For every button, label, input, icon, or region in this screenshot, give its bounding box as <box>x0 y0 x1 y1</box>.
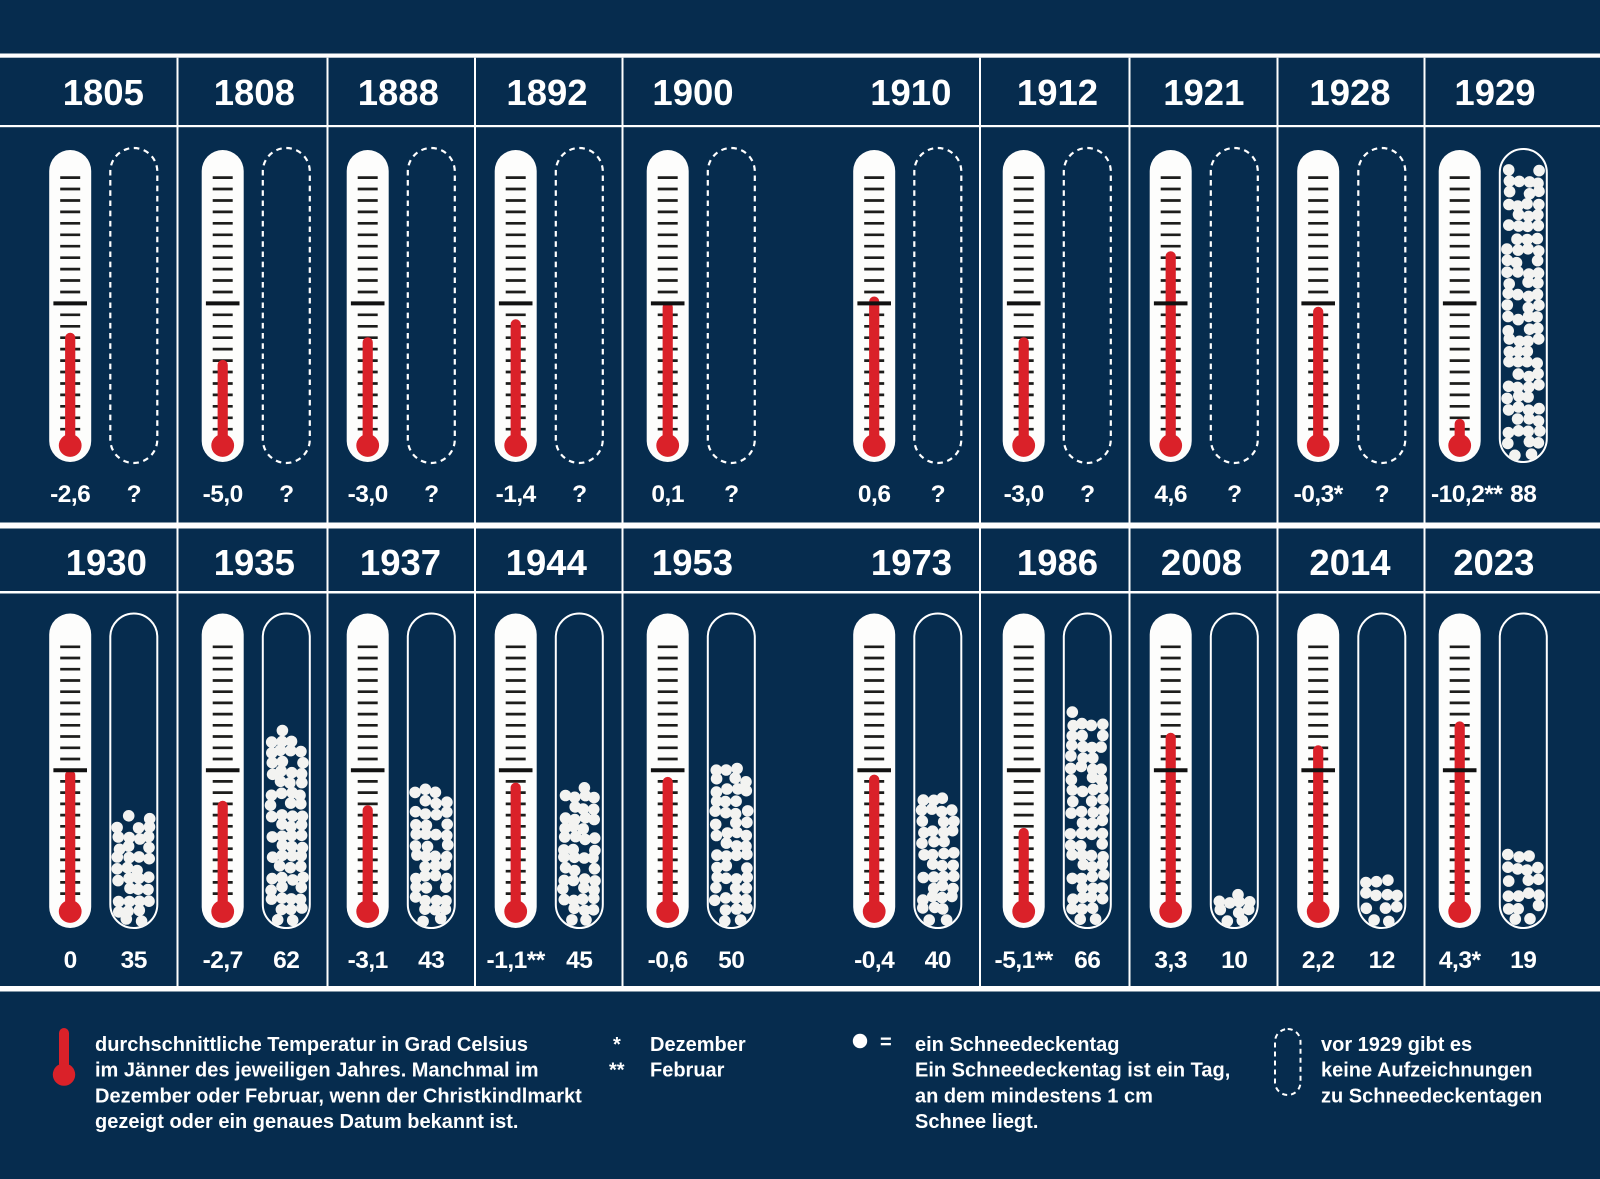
svg-text:66: 66 <box>1074 947 1100 974</box>
svg-text:1808: 1808 <box>214 72 295 113</box>
svg-text:Februar: Februar <box>650 1060 725 1082</box>
svg-text:1892: 1892 <box>506 72 587 113</box>
svg-text:-1,4: -1,4 <box>496 481 537 508</box>
svg-text:1928: 1928 <box>1309 72 1390 113</box>
svg-text:19: 19 <box>1510 947 1536 974</box>
svg-text:0,1: 0,1 <box>651 481 684 508</box>
svg-text:-1,1**: -1,1** <box>487 947 546 974</box>
svg-text:1937: 1937 <box>360 542 441 583</box>
svg-text:?: ? <box>1227 481 1241 508</box>
svg-text:2008: 2008 <box>1161 542 1242 583</box>
svg-text:?: ? <box>279 481 293 508</box>
svg-text:12: 12 <box>1369 947 1395 974</box>
svg-text:4,3*: 4,3* <box>1439 947 1482 974</box>
svg-text:zu Schneedeckentagen: zu Schneedeckentagen <box>1321 1085 1542 1107</box>
svg-text:1973: 1973 <box>871 542 952 583</box>
svg-text:?: ? <box>931 481 945 508</box>
svg-text:0: 0 <box>64 947 77 974</box>
svg-text:1929: 1929 <box>1454 72 1535 113</box>
svg-text:?: ? <box>1375 481 1389 508</box>
svg-text:45: 45 <box>566 947 592 974</box>
svg-text:1930: 1930 <box>66 542 147 583</box>
svg-text:-2,6: -2,6 <box>50 481 90 508</box>
svg-text:2,2: 2,2 <box>1302 947 1335 974</box>
svg-text:Schnee liegt.: Schnee liegt. <box>915 1111 1038 1133</box>
svg-text:-3,0: -3,0 <box>1004 481 1044 508</box>
svg-text:?: ? <box>572 481 586 508</box>
svg-text:1900: 1900 <box>652 72 733 113</box>
svg-text:1953: 1953 <box>652 542 733 583</box>
svg-text:durchschnittliche Temperatur i: durchschnittliche Temperatur in Grad Cel… <box>95 1034 528 1056</box>
svg-text:an dem mindestens 1 cm: an dem mindestens 1 cm <box>915 1085 1153 1107</box>
svg-text:88: 88 <box>1510 481 1536 508</box>
svg-text:4,6: 4,6 <box>1154 481 1187 508</box>
svg-text:43: 43 <box>418 947 444 974</box>
svg-text:-0,3*: -0,3* <box>1294 481 1344 508</box>
svg-text:1805: 1805 <box>63 72 144 113</box>
svg-text:0,6: 0,6 <box>858 481 891 508</box>
svg-text:-0,6: -0,6 <box>648 947 688 974</box>
svg-text:gezeigt oder ein genaues Datum: gezeigt oder ein genaues Datum bekannt i… <box>95 1111 518 1133</box>
svg-text:?: ? <box>127 481 141 508</box>
svg-text:**: ** <box>609 1060 625 1082</box>
svg-text:Dezember oder Februar, wenn de: Dezember oder Februar, wenn der Christki… <box>95 1085 582 1107</box>
svg-text:Dezember: Dezember <box>650 1034 746 1056</box>
svg-text:?: ? <box>1080 481 1094 508</box>
svg-text:*: * <box>613 1034 621 1056</box>
svg-text:-2,7: -2,7 <box>203 947 243 974</box>
svg-text:50: 50 <box>718 947 744 974</box>
svg-text:=: = <box>880 1032 892 1054</box>
svg-text:35: 35 <box>121 947 147 974</box>
svg-text:Ein Schneedeckentag ist ein Ta: Ein Schneedeckentag ist ein Tag, <box>915 1060 1230 1082</box>
svg-text:1910: 1910 <box>870 72 951 113</box>
svg-text:1921: 1921 <box>1163 72 1244 113</box>
svg-text:-0,4: -0,4 <box>854 947 895 974</box>
svg-text:1912: 1912 <box>1017 72 1098 113</box>
svg-text:1888: 1888 <box>358 72 439 113</box>
svg-text:2014: 2014 <box>1309 542 1391 583</box>
svg-text:?: ? <box>424 481 438 508</box>
svg-text:-3,1: -3,1 <box>348 947 388 974</box>
svg-text:-10,2**: -10,2** <box>1431 481 1503 508</box>
svg-text:3,3: 3,3 <box>1154 947 1187 974</box>
svg-text:10: 10 <box>1221 947 1247 974</box>
svg-text:-3,0: -3,0 <box>348 481 388 508</box>
svg-text:-5,0: -5,0 <box>203 481 243 508</box>
svg-text:vor 1929 gibt es: vor 1929 gibt es <box>1321 1034 1472 1056</box>
svg-text:62: 62 <box>273 947 299 974</box>
svg-text:-5,1**: -5,1** <box>995 947 1054 974</box>
svg-text:1935: 1935 <box>214 542 295 583</box>
svg-text:ein Schneedeckentag: ein Schneedeckentag <box>915 1034 1120 1056</box>
svg-text:2023: 2023 <box>1453 542 1534 583</box>
svg-text:1944: 1944 <box>506 542 588 583</box>
svg-text:1986: 1986 <box>1017 542 1098 583</box>
svg-text:40: 40 <box>925 947 951 974</box>
svg-text:im Jänner des jeweiligen Jahre: im Jänner des jeweiligen Jahres. Manchma… <box>95 1060 539 1082</box>
svg-text:?: ? <box>724 481 738 508</box>
svg-text:keine Aufzeichnungen: keine Aufzeichnungen <box>1321 1060 1533 1082</box>
